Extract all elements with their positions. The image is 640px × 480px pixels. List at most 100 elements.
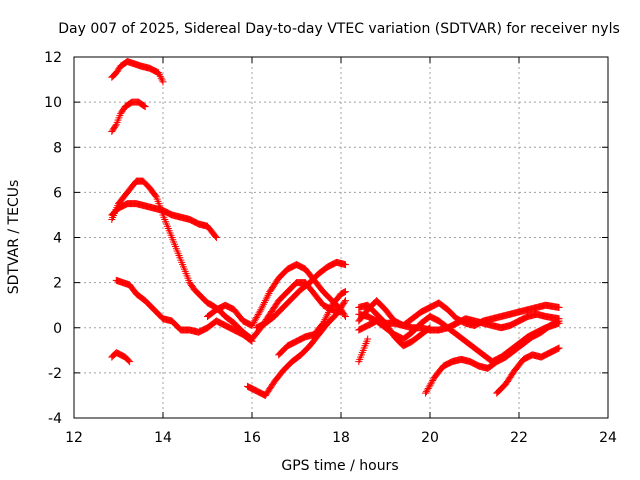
data-point-marker: [429, 377, 437, 385]
data-point-marker: [212, 232, 220, 240]
data-point-marker: [259, 302, 267, 310]
data-point-marker: [126, 358, 134, 366]
data-point-marker: [555, 344, 563, 352]
y-tick-label: 10: [44, 95, 62, 111]
y-tick-label: 6: [53, 185, 62, 201]
series-track-i: [252, 258, 349, 332]
data-point-marker: [250, 318, 258, 326]
y-tick-label: 8: [53, 140, 62, 156]
data-point-marker: [428, 378, 436, 386]
data-point-marker: [323, 312, 331, 320]
series-track-f: [108, 349, 134, 366]
data-point-marker: [422, 389, 430, 397]
data-point-marker: [246, 336, 254, 344]
y-tick-label: 12: [44, 50, 62, 66]
data-point-marker: [263, 293, 271, 301]
x-tick-label: 12: [65, 430, 83, 446]
data-point-marker: [257, 306, 265, 314]
series-track-k: [355, 297, 563, 329]
data-point-marker: [251, 317, 259, 325]
data-point-marker: [253, 312, 261, 320]
data-point-marker: [158, 76, 166, 84]
data-point-marker: [260, 300, 268, 308]
data-point-marker: [341, 261, 349, 269]
data-point-marker: [423, 386, 431, 394]
data-point-marker: [341, 311, 349, 319]
data-point-marker: [255, 309, 263, 317]
data-point-marker: [261, 297, 269, 305]
data-point-marker: [555, 303, 563, 311]
x-tick-label: 20: [421, 430, 439, 446]
data-point-marker: [321, 316, 329, 324]
data-point-marker: [422, 388, 430, 396]
data-point-marker: [425, 383, 433, 391]
data-point-marker: [325, 307, 333, 315]
data-point-marker: [249, 320, 257, 328]
grid: [74, 57, 608, 418]
data-point-marker: [320, 317, 328, 325]
series-track-h: [244, 297, 349, 399]
data-point-marker: [424, 384, 432, 392]
data-point-marker: [341, 312, 349, 320]
data-point-marker: [258, 304, 266, 312]
x-tick-label: 24: [599, 430, 617, 446]
series-track-a: [108, 58, 167, 86]
y-tick-label: -2: [48, 366, 62, 382]
data-point-marker: [426, 381, 434, 389]
chart-title: Day 007 of 2025, Sidereal Day-to-day VTE…: [58, 21, 620, 37]
data-point-marker: [364, 335, 372, 343]
data-point-marker: [264, 291, 272, 299]
series-track-j: [275, 288, 349, 359]
data-point-marker: [322, 314, 330, 322]
data-point-marker: [141, 103, 149, 111]
data-point-marker: [555, 317, 563, 325]
data-point-marker: [212, 234, 220, 241]
data-point-marker: [424, 325, 432, 333]
data-point-marker: [159, 78, 167, 86]
y-tick-label: 2: [53, 276, 62, 292]
series-track-o: [422, 317, 563, 397]
x-tick-label: 16: [243, 430, 261, 446]
data-point-marker: [155, 71, 163, 79]
series-track-m: [355, 310, 563, 334]
data-point-marker: [151, 192, 159, 200]
data-point-marker: [427, 380, 435, 388]
series-track-b: [108, 98, 149, 135]
data-point-marker: [341, 298, 349, 306]
data-point-marker: [324, 310, 332, 318]
data-point-marker: [111, 122, 119, 130]
data-point-marker: [326, 305, 334, 313]
y-axis-label: SDTVAR / TECUs: [6, 180, 22, 295]
data-point-marker: [262, 295, 270, 303]
data-point-marker: [341, 297, 349, 305]
data-point-marker: [124, 356, 132, 364]
data-point-marker: [425, 324, 433, 332]
data-point-marker: [260, 298, 268, 306]
data-points: [108, 58, 563, 399]
data-point-marker: [125, 357, 133, 365]
data-point-marker: [248, 321, 256, 329]
data-point-marker: [156, 72, 164, 80]
data-point-marker: [247, 337, 255, 345]
data-point-marker: [254, 310, 262, 318]
series-track-p: [493, 344, 563, 397]
series-track-q: [355, 301, 434, 350]
data-point-marker: [252, 314, 260, 322]
data-point-marker: [318, 320, 326, 328]
data-point-marker: [325, 308, 333, 316]
data-point-marker: [256, 307, 264, 315]
data-point-marker: [341, 288, 349, 296]
data-point-marker: [140, 102, 148, 110]
x-tick-label: 14: [154, 430, 172, 446]
data-point-marker: [248, 337, 256, 345]
data-point-marker: [157, 74, 165, 82]
series-track-e: [112, 276, 256, 345]
series-track-d: [108, 200, 220, 241]
data-point-marker: [319, 319, 327, 327]
data-point-marker: [140, 102, 148, 110]
y-tick-label: 0: [53, 321, 62, 337]
data-point-marker: [426, 324, 434, 332]
y-tick-label: -4: [48, 411, 62, 427]
